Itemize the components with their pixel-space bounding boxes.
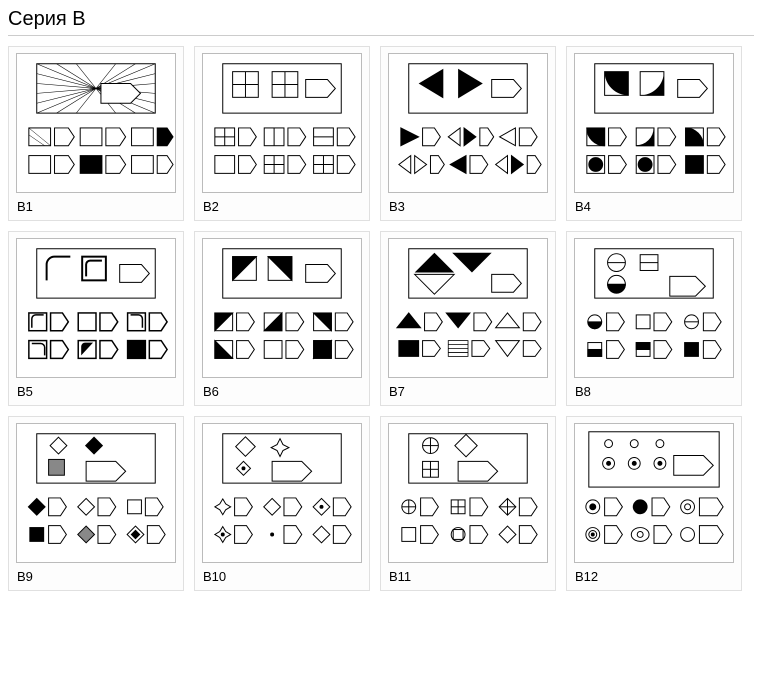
matrix-icon (575, 423, 733, 563)
grid-cell: B8 (566, 231, 742, 406)
grid-cell: B12 (566, 416, 742, 591)
thumbnail[interactable] (16, 238, 176, 378)
thumbnail[interactable] (388, 238, 548, 378)
thumbnail[interactable] (574, 53, 734, 193)
matrix-icon (575, 53, 733, 193)
matrix-icon (575, 238, 733, 378)
thumbnail-grid: B1 (8, 46, 754, 591)
matrix-icon (203, 238, 361, 378)
thumbnail-label: B1 (17, 199, 33, 214)
thumbnail-label: B5 (17, 384, 33, 399)
thumbnail-label: B2 (203, 199, 219, 214)
matrix-icon (203, 423, 361, 563)
grid-cell: B1 (8, 46, 184, 221)
grid-cell: B5 (8, 231, 184, 406)
thumbnail[interactable] (202, 53, 362, 193)
thumbnail[interactable] (202, 238, 362, 378)
thumbnail[interactable] (388, 53, 548, 193)
matrix-icon (203, 53, 361, 193)
thumbnail-label: B8 (575, 384, 591, 399)
thumbnail-label: B9 (17, 569, 33, 584)
thumbnail-label: B11 (389, 569, 411, 584)
matrix-icon (389, 423, 547, 563)
matrix-icon (389, 238, 547, 378)
thumbnail-label: B12 (575, 569, 598, 584)
thumbnail[interactable] (202, 423, 362, 563)
grid-cell: B2 (194, 46, 370, 221)
thumbnail-label: B4 (575, 199, 591, 214)
thumbnail-label: B10 (203, 569, 226, 584)
thumbnail-label: B6 (203, 384, 219, 399)
matrix-icon (17, 53, 175, 193)
matrix-icon (17, 238, 175, 378)
grid-cell: B7 (380, 231, 556, 406)
thumbnail[interactable] (388, 423, 548, 563)
grid-cell: B10 (194, 416, 370, 591)
grid-cell: B9 (8, 416, 184, 591)
matrix-icon (389, 53, 547, 193)
thumbnail[interactable] (574, 423, 734, 563)
thumbnail[interactable] (16, 423, 176, 563)
matrix-icon (17, 423, 175, 563)
thumbnail[interactable] (574, 238, 734, 378)
grid-cell: B4 (566, 46, 742, 221)
thumbnail-label: B3 (389, 199, 405, 214)
page-title: Серия B (8, 8, 754, 36)
thumbnail[interactable] (16, 53, 176, 193)
grid-cell: B11 (380, 416, 556, 591)
grid-cell: B6 (194, 231, 370, 406)
grid-cell: B3 (380, 46, 556, 221)
thumbnail-label: B7 (389, 384, 405, 399)
